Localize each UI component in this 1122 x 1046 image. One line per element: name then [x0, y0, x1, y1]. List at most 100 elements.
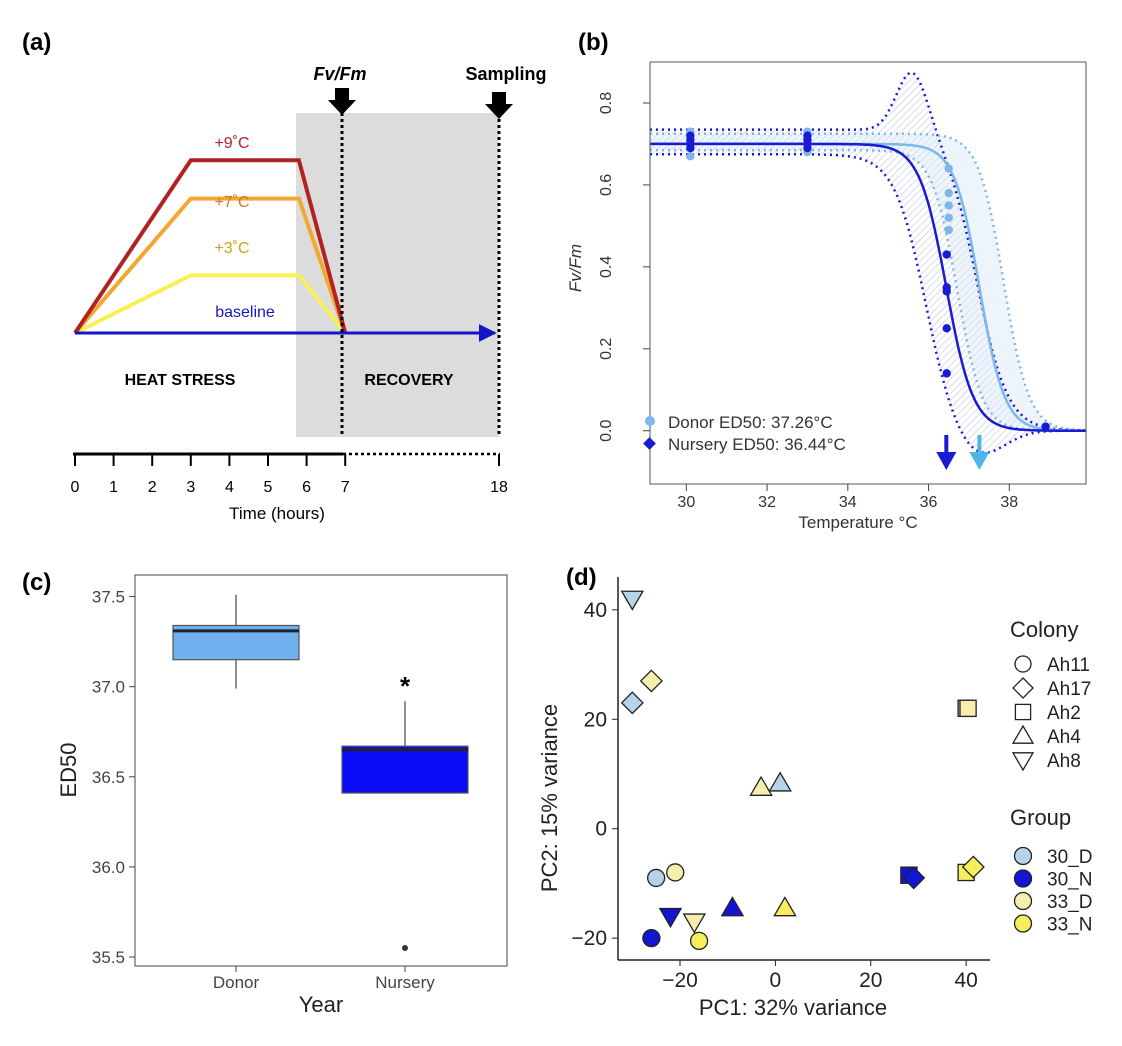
legend-donor-text: Donor ED50: 37.26°C	[668, 413, 833, 432]
c-ytick-label: 35.5	[92, 948, 125, 967]
donor-ci-lower	[650, 148, 1086, 432]
donor-point	[686, 152, 695, 161]
nursery-point	[942, 324, 951, 333]
colony-legend-title: Colony	[1010, 617, 1078, 642]
group-legend-label: 33_D	[1047, 892, 1092, 913]
panel-d: (d) −20 0 20 40 −20 0 20 40 PC1: 32% variance P…	[537, 564, 1092, 1020]
pca-point	[658, 907, 683, 929]
group-legend-label: 30_N	[1047, 870, 1092, 891]
c-xtick-label: Nursery	[375, 973, 435, 992]
nursery-ci-lower	[650, 152, 1086, 454]
group-legend-title: Group	[1010, 805, 1071, 830]
legend-donor-marker	[645, 416, 655, 426]
b-xtick-label: 36	[920, 494, 938, 511]
pca-point	[620, 590, 645, 611]
nursery-ed50-arrow-icon	[936, 452, 957, 470]
panel-d-label: (d)	[566, 564, 597, 591]
d-ytick-label: 20	[584, 708, 607, 731]
d-ytick-label: 0	[595, 818, 607, 841]
panel-b: (b) 30 32 34 36 38 0.0 0.2 0.4 0.6 0.8 Donor ED50…	[566, 29, 1087, 532]
d-xtick-label: 0	[770, 969, 782, 992]
pca-point	[902, 866, 926, 890]
group-legend: 30_D30_N33_D33_N	[1013, 846, 1092, 936]
panel-c-ylabel: ED50	[56, 742, 81, 797]
pca-point	[689, 931, 709, 950]
line-plus3	[74, 273, 347, 335]
pca-point	[773, 896, 797, 917]
colony-legend-label: Ah11	[1047, 655, 1090, 676]
group-legend-label: 33_N	[1047, 915, 1092, 936]
colony-legend: Ah11 Ah17 Ah2 Ah4 Ah8	[1011, 655, 1091, 772]
donor-point	[944, 213, 953, 222]
pca-point	[620, 691, 644, 715]
panel-d-xlabel: PC1: 32% variance	[699, 995, 887, 1020]
group-legend-label: 30_D	[1047, 847, 1092, 868]
donor-point	[944, 164, 953, 173]
pca-point	[961, 855, 985, 879]
d-ytick-label: 40	[584, 599, 607, 622]
panel-a: (a) +9˚C +7˚C +3˚C baseline Fv/Fm Sampli…	[22, 29, 547, 523]
fvfm-points	[686, 127, 1050, 431]
time-tick-label: 7	[341, 479, 350, 496]
b-ytick-label: 0.6	[598, 174, 615, 196]
panel-c: (c) 35.5 36.0 36.5 37.0 37.5 Donor Nursery * Y…	[22, 569, 508, 1017]
colony-legend-symbol	[1012, 677, 1034, 699]
pca-points	[620, 590, 985, 950]
time-tick-label: 4	[225, 479, 234, 496]
donor-point	[944, 201, 953, 210]
panel-c-label: (c)	[22, 569, 51, 596]
colony-legend-label: Ah8	[1047, 751, 1081, 772]
panel-b-axes: 30 32 34 36 38 0.0 0.2 0.4 0.6 0.8	[598, 92, 1018, 511]
panel-d-axes: −20 0 20 40 −20 0 20 40	[571, 577, 990, 992]
fvfm-marker-label: Fv/Fm	[313, 64, 366, 84]
pca-point	[639, 669, 663, 693]
time-axis-ticks: 0 1 2 3 4 5 6 7 18	[71, 454, 508, 496]
nursery-ci-upper	[650, 71, 1086, 432]
c-ytick-label: 37.5	[92, 588, 125, 607]
colony-legend-label: Ah4	[1047, 727, 1081, 748]
panel-c-axes: 35.5 36.0 36.5 37.0 37.5 Donor Nursery	[92, 588, 435, 992]
d-xtick-label: 20	[859, 969, 882, 992]
donor-ed50-arrow-icon	[969, 452, 990, 470]
time-axis-title: Time (hours)	[229, 504, 325, 523]
colony-legend-symbol	[1014, 703, 1032, 721]
b-ytick-label: 0.8	[598, 92, 615, 114]
c-xtick-label: Donor	[213, 973, 260, 992]
time-tick-label: 1	[109, 479, 118, 496]
donor-ci-upper	[650, 132, 1086, 432]
nursery-point	[686, 143, 695, 153]
line-plus9	[73, 158, 348, 335]
nursery-point	[942, 250, 951, 259]
group-legend-symbol	[1013, 846, 1033, 866]
time-tick-label: 2	[148, 479, 157, 496]
donor-point	[944, 188, 953, 198]
group-legend-symbol	[1013, 869, 1033, 888]
panel-b-frame	[649, 61, 1087, 485]
pca-point	[768, 771, 792, 792]
b-ytick-label: 0.0	[598, 420, 615, 442]
c-ytick-label: 37.0	[92, 678, 125, 697]
legend-nursery-text: Nursery ED50: 36.44°C	[668, 435, 846, 454]
colony-legend-symbol	[1014, 655, 1032, 673]
panel-b-label: (b)	[578, 29, 609, 56]
time-tick-label: 5	[264, 479, 273, 496]
b-ytick-label: 0.2	[598, 338, 615, 360]
colony-legend-label: Ah17	[1047, 679, 1091, 700]
panel-a-label: (a)	[22, 29, 51, 56]
line-plus7	[73, 196, 348, 335]
box-nursery	[341, 745, 469, 794]
ed50-arrows	[936, 435, 990, 470]
time-tick-label: 0	[71, 479, 80, 496]
colony-legend-label: Ah2	[1047, 703, 1081, 724]
group-legend-symbol	[1013, 891, 1033, 911]
nursery-point	[1041, 422, 1050, 431]
b-xtick-label: 38	[1000, 494, 1018, 511]
label-plus3: +3˚C	[214, 240, 249, 257]
nursery-confidence-band	[650, 72, 1086, 453]
c-ytick-label: 36.5	[92, 768, 125, 787]
c-ytick-label: 36.0	[92, 858, 125, 877]
nursery-point	[803, 143, 812, 153]
panel-b-xlabel: Temperature °C	[798, 513, 917, 532]
label-plus7: +7˚C	[214, 194, 249, 211]
